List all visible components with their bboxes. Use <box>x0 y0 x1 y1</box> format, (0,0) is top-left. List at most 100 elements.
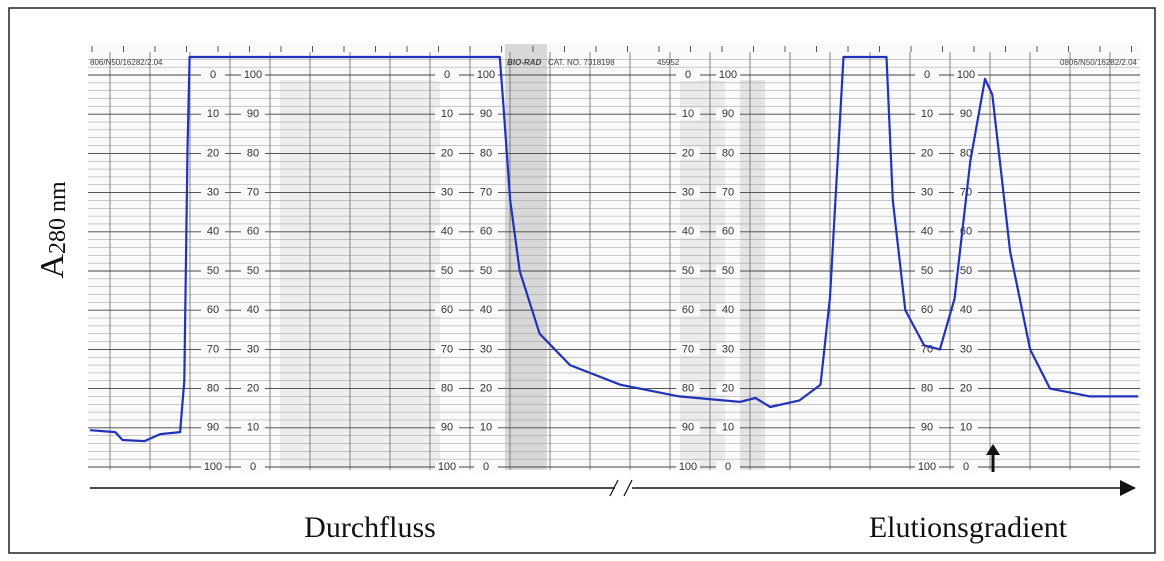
y-tick-label: 80 <box>480 147 492 159</box>
y2-tick-label: 30 <box>441 187 453 199</box>
y2-tick-label: 10 <box>441 108 453 120</box>
y2-tick-label: 70 <box>441 343 453 355</box>
y-tick-label: 20 <box>960 383 972 395</box>
y-tick-label: 100 <box>477 69 495 81</box>
y-tick-label: 40 <box>247 304 259 316</box>
y2-tick-label: 20 <box>441 147 453 159</box>
header-num: 45952 <box>657 58 680 67</box>
y2-tick-label: 60 <box>441 304 453 316</box>
y2-tick-label: 40 <box>682 226 694 238</box>
y2-tick-label: 100 <box>204 461 222 473</box>
y2-tick-label: 30 <box>207 187 219 199</box>
y-tick-label: 70 <box>247 187 259 199</box>
y2-tick-label: 40 <box>207 226 219 238</box>
y2-tick-label: 0 <box>924 69 930 81</box>
y-tick-label: 40 <box>960 304 972 316</box>
scan-shade <box>505 44 547 470</box>
y2-tick-label: 0 <box>685 69 691 81</box>
y-tick-label: 30 <box>480 343 492 355</box>
y2-tick-label: 10 <box>921 108 933 120</box>
y-tick-label: 0 <box>250 461 256 473</box>
y-tick-label: 0 <box>725 461 731 473</box>
y2-tick-label: 100 <box>918 461 936 473</box>
y-label-symbol: A <box>34 254 71 279</box>
y-tick-label: 70 <box>480 187 492 199</box>
y2-tick-label: 80 <box>921 383 933 395</box>
y2-tick-label: 90 <box>682 422 694 434</box>
y-tick-label: 30 <box>247 343 259 355</box>
y-tick-label: 40 <box>722 304 734 316</box>
header-right: 0806/N50/16282/2.04 <box>1060 58 1138 67</box>
header-left: 806/N50/16282/2.04 <box>90 58 163 67</box>
y2-tick-label: 0 <box>210 69 216 81</box>
y2-tick-label: 0 <box>444 69 450 81</box>
y2-tick-label: 50 <box>207 265 219 277</box>
y-tick-label: 60 <box>247 226 259 238</box>
y-tick-label: 30 <box>722 343 734 355</box>
y2-tick-label: 30 <box>682 187 694 199</box>
y-tick-label: 60 <box>480 226 492 238</box>
y-tick-label: 90 <box>480 108 492 120</box>
y2-tick-label: 20 <box>921 147 933 159</box>
y2-tick-label: 50 <box>682 265 694 277</box>
y2-tick-label: 20 <box>207 147 219 159</box>
y-tick-label: 10 <box>247 422 259 434</box>
y-tick-label: 90 <box>722 108 734 120</box>
header-brand: BIO-RAD <box>507 58 541 67</box>
y-tick-label: 100 <box>719 69 737 81</box>
y-tick-label: 10 <box>960 422 972 434</box>
chart: 806/N50/16282/2.04 BIO-RAD CAT. NO. 7318… <box>0 0 1164 561</box>
y2-tick-label: 40 <box>441 226 453 238</box>
y2-tick-label: 80 <box>441 383 453 395</box>
y2-tick-label: 90 <box>207 422 219 434</box>
y-tick-label: 20 <box>722 383 734 395</box>
y-tick-label: 50 <box>247 265 259 277</box>
y-tick-label: 50 <box>480 265 492 277</box>
y-tick-label: 90 <box>247 108 259 120</box>
y2-tick-label: 70 <box>207 343 219 355</box>
y2-tick-label: 90 <box>441 422 453 434</box>
y2-tick-label: 10 <box>207 108 219 120</box>
y-tick-label: 60 <box>722 226 734 238</box>
y-tick-label: 90 <box>960 108 972 120</box>
y2-tick-label: 20 <box>682 147 694 159</box>
y2-tick-label: 70 <box>682 343 694 355</box>
scan-shade <box>280 80 440 470</box>
chart-paper <box>88 44 1140 470</box>
y-label-sub: 280 nm <box>45 181 71 254</box>
y2-tick-label: 40 <box>921 226 933 238</box>
y2-tick-label: 100 <box>679 461 697 473</box>
y2-tick-label: 90 <box>921 422 933 434</box>
y2-tick-label: 10 <box>682 108 694 120</box>
y2-tick-label: 80 <box>682 383 694 395</box>
y2-tick-label: 60 <box>207 304 219 316</box>
paper-bg <box>88 44 1140 470</box>
page: {"chart_data": { "type": "line", "y_labe… <box>0 0 1164 561</box>
y-tick-label: 20 <box>480 383 492 395</box>
annotation: Elutionsgradient <box>869 511 1068 544</box>
y-tick-label: 40 <box>480 304 492 316</box>
y-tick-label: 10 <box>480 422 492 434</box>
y-tick-label: 100 <box>957 69 975 81</box>
y2-tick-label: 60 <box>921 304 933 316</box>
y-tick-label: 50 <box>960 265 972 277</box>
annotation: Durchfluss <box>304 511 436 544</box>
y-tick-label: 20 <box>247 383 259 395</box>
y-tick-label: 50 <box>722 265 734 277</box>
y-tick-label: 10 <box>722 422 734 434</box>
y-tick-label: 80 <box>247 147 259 159</box>
y-tick-label: 0 <box>963 461 969 473</box>
y2-tick-label: 30 <box>921 187 933 199</box>
y-tick-label: 0 <box>483 461 489 473</box>
scan-shade <box>740 80 765 470</box>
y-tick-label: 30 <box>960 343 972 355</box>
y-tick-label: 100 <box>244 69 262 81</box>
y2-tick-label: 80 <box>207 383 219 395</box>
y2-tick-label: 50 <box>441 265 453 277</box>
y2-tick-label: 60 <box>682 304 694 316</box>
y2-tick-label: 100 <box>438 461 456 473</box>
header-cat: CAT. NO. 7318198 <box>548 58 615 67</box>
y2-tick-label: 50 <box>921 265 933 277</box>
y-tick-label: 80 <box>722 147 734 159</box>
y-tick-label: 70 <box>722 187 734 199</box>
